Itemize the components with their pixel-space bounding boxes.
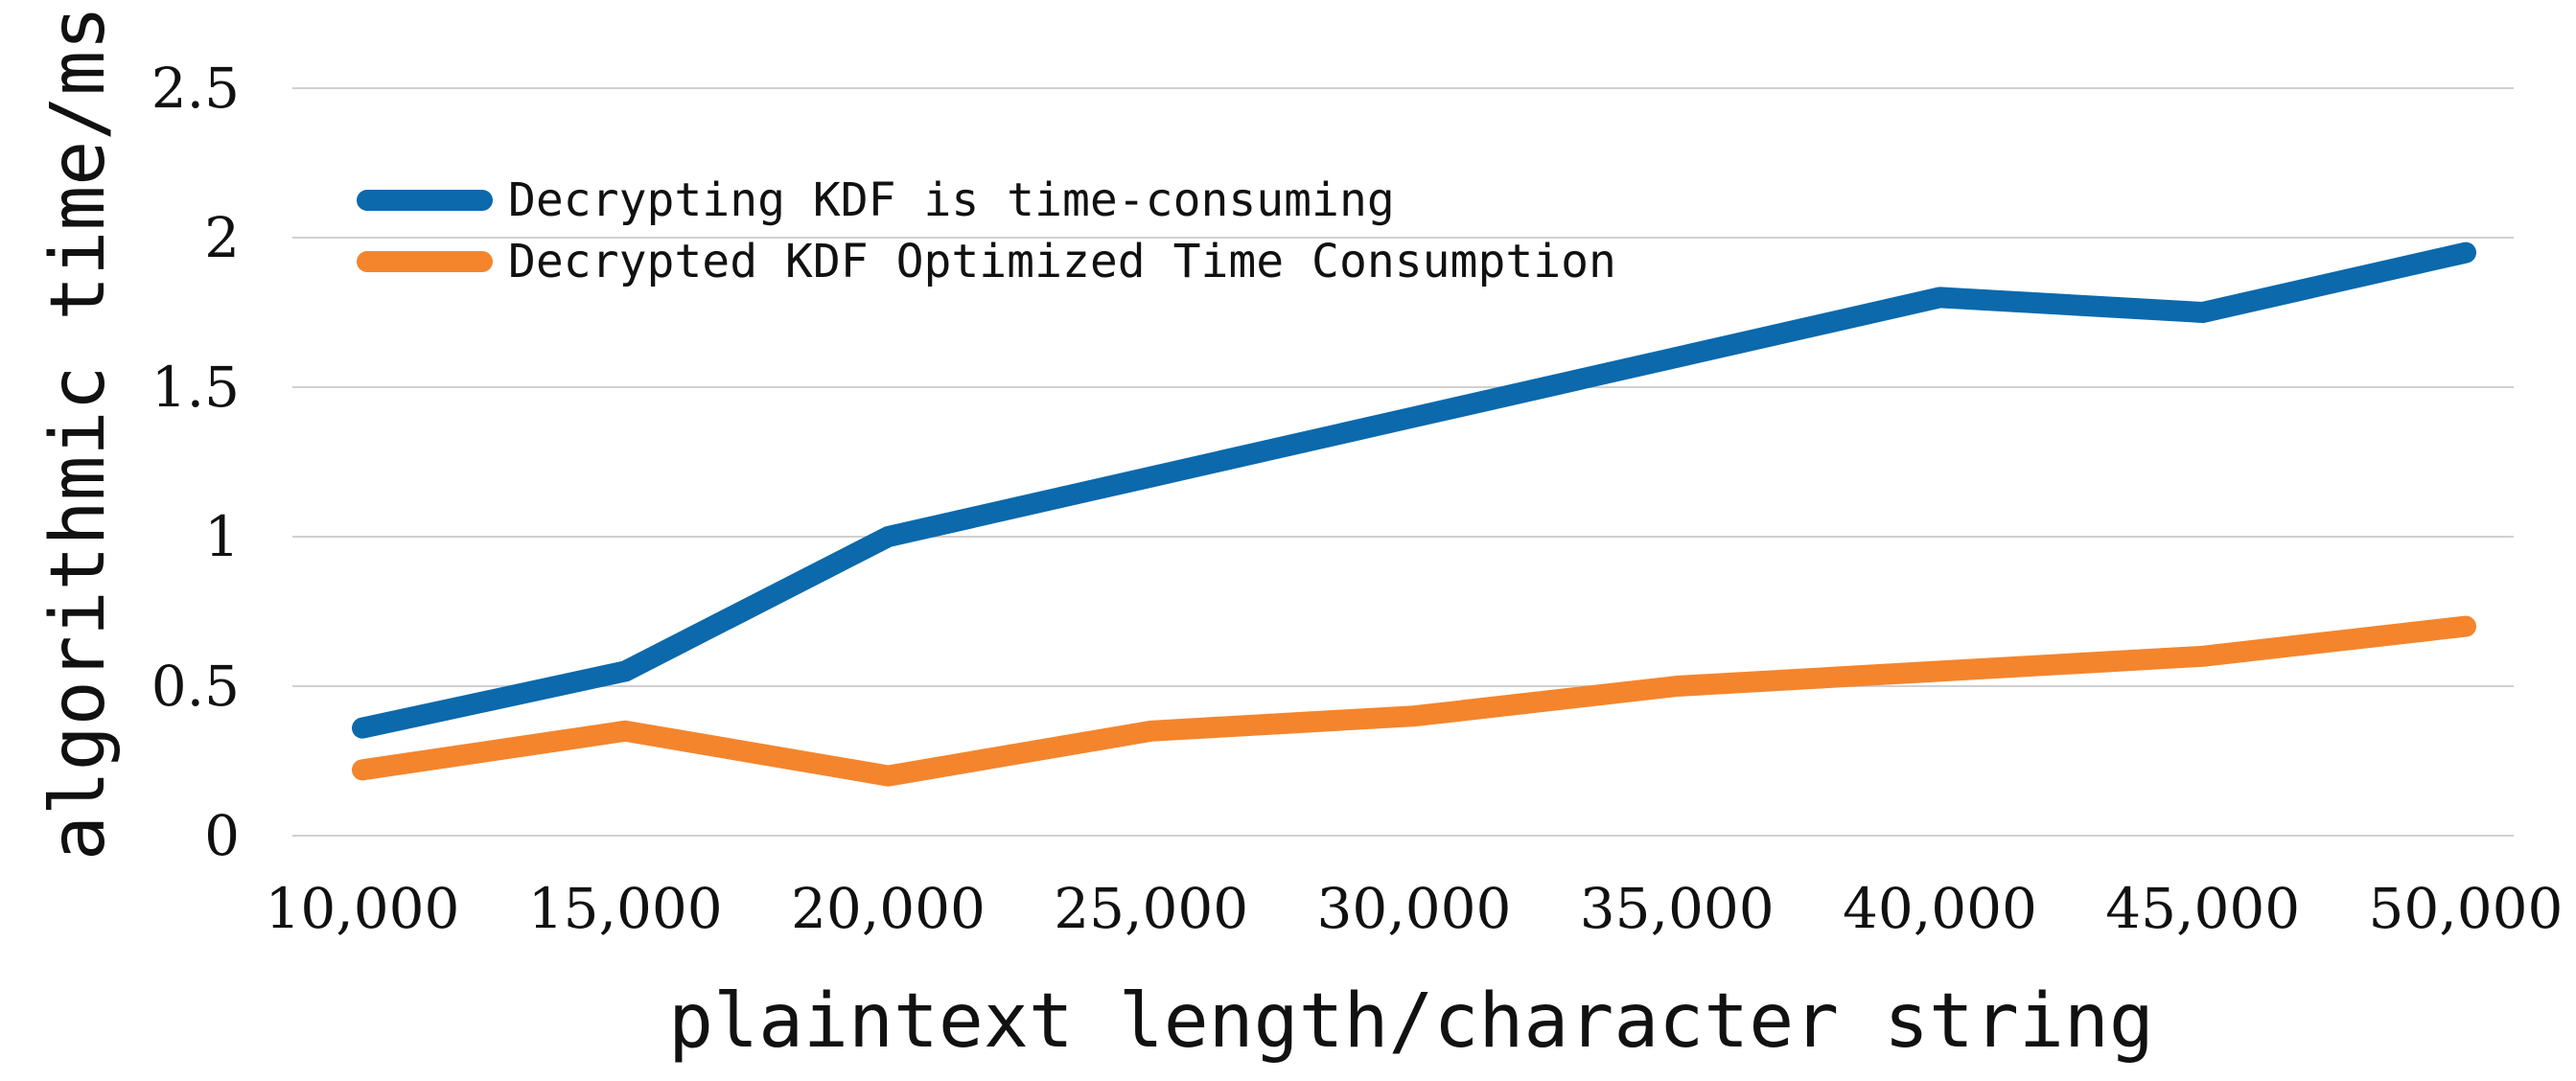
y-tick-label: 0 [204, 803, 240, 868]
x-tick-label: 25,000 [1054, 876, 1248, 941]
y-tick-label: 1 [204, 504, 240, 569]
y-tick-label: 2.5 [151, 56, 240, 121]
x-tick-label: 10,000 [266, 876, 460, 941]
legend-label: Decrypting KDF is time-consuming [508, 173, 1395, 227]
x-tick-label: 30,000 [1317, 876, 1512, 941]
x-tick-label: 40,000 [1843, 876, 2037, 941]
y-tick-labels: 0 0.5 1 1.5 2 2.5 [151, 56, 240, 868]
x-tick-label: 45,000 [2105, 876, 2300, 941]
series-lines [352, 242, 2476, 787]
x-tick-labels: 10,000 15,000 20,000 25,000 30,000 35,000 40,0… [266, 876, 2564, 941]
series-line-1 [352, 242, 2476, 739]
x-tick-label: 20,000 [791, 876, 986, 941]
y-tick-label: 1.5 [151, 355, 240, 420]
x-tick-label: 35,000 [1580, 876, 1775, 941]
legend: Decrypting KDF is time-consuming Decrypte… [357, 173, 1616, 288]
legend-label: Decrypted KDF Optimized Time Consumption [508, 235, 1616, 288]
y-tick-label: 2 [204, 205, 240, 270]
grid-lines [292, 87, 2514, 837]
x-tick-label: 50,000 [2369, 876, 2564, 941]
y-tick-label: 0.5 [151, 654, 240, 719]
x-tick-label: 15,000 [528, 876, 723, 941]
y-axis-title: algorithmic time/ms [35, 6, 122, 861]
series-line-2 [352, 615, 2476, 787]
x-axis-title: plaintext length/character string [668, 978, 2154, 1065]
